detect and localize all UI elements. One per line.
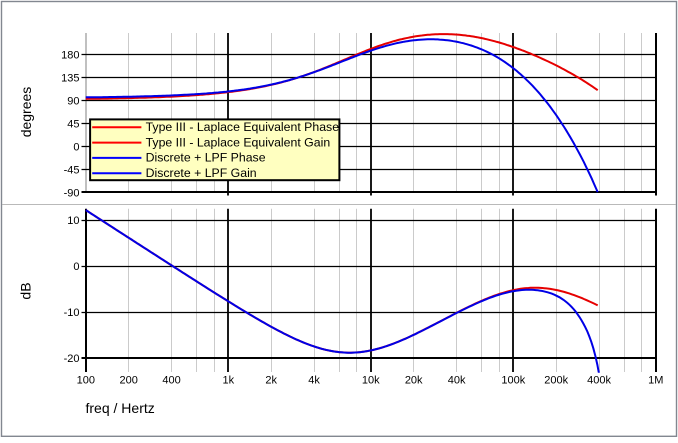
svg-text:-90: -90	[64, 187, 80, 199]
svg-text:Discrete + LPF Gain: Discrete + LPF Gain	[146, 166, 257, 180]
svg-text:10: 10	[67, 215, 79, 227]
svg-text:90: 90	[67, 96, 79, 108]
svg-text:400: 400	[162, 375, 180, 387]
svg-text:200k: 200k	[544, 375, 568, 387]
svg-text:degrees: degrees	[18, 87, 34, 138]
svg-text:freq / Hertz: freq / Hertz	[86, 400, 155, 416]
svg-text:Type III - Laplace Equivalent: Type III - Laplace Equivalent Phase	[146, 120, 340, 134]
svg-text:1M: 1M	[648, 375, 663, 387]
svg-text:-10: -10	[64, 307, 80, 319]
svg-text:200: 200	[120, 375, 138, 387]
svg-text:40k: 40k	[448, 375, 466, 387]
svg-text:20k: 20k	[405, 375, 423, 387]
svg-text:4k: 4k	[308, 375, 320, 387]
svg-text:45: 45	[67, 119, 79, 131]
svg-text:400k: 400k	[587, 375, 611, 387]
svg-text:Discrete + LPF Phase: Discrete + LPF Phase	[146, 151, 266, 165]
svg-text:Type III - Laplace Equivalent: Type III - Laplace Equivalent Gain	[146, 135, 331, 149]
svg-text:2k: 2k	[265, 375, 277, 387]
svg-text:0: 0	[73, 261, 79, 273]
svg-text:-20: -20	[64, 353, 80, 365]
svg-text:100k: 100k	[501, 375, 525, 387]
svg-text:-45: -45	[64, 164, 80, 176]
svg-text:dB: dB	[18, 282, 34, 299]
svg-text:135: 135	[61, 73, 79, 85]
svg-text:0: 0	[73, 142, 79, 154]
svg-text:10k: 10k	[362, 375, 380, 387]
svg-text:100: 100	[77, 375, 95, 387]
svg-text:180: 180	[61, 50, 79, 62]
svg-text:1k: 1k	[222, 375, 234, 387]
